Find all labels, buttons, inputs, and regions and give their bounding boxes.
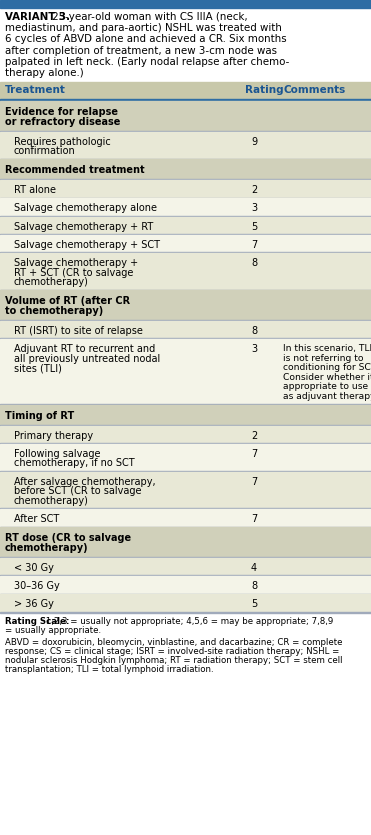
Bar (0, 180, 371, 198)
Text: Rating Scale:: Rating Scale: (5, 616, 69, 625)
Text: 5: 5 (251, 221, 257, 231)
Text: 7: 7 (251, 240, 257, 250)
Text: 30–36 Gy: 30–36 Gy (14, 581, 60, 591)
Text: Salvage chemotherapy alone: Salvage chemotherapy alone (14, 203, 157, 213)
Text: Treatment: Treatment (5, 85, 66, 95)
Text: conditioning for SCT.: conditioning for SCT. (283, 363, 371, 372)
Text: to chemotherapy): to chemotherapy) (5, 306, 103, 316)
Text: after completion of treatment, a new 3-cm node was: after completion of treatment, a new 3-c… (5, 46, 277, 56)
Text: 3: 3 (251, 203, 257, 213)
Text: Primary therapy: Primary therapy (14, 431, 93, 441)
Text: chemotherapy, if no SCT: chemotherapy, if no SCT (14, 458, 135, 468)
Bar (0, 595, 371, 612)
Text: RT alone: RT alone (14, 185, 56, 195)
Text: 8: 8 (251, 581, 257, 591)
Bar (0, 159, 371, 180)
Bar (0, 82, 371, 99)
Text: as adjuvant therapy.: as adjuvant therapy. (283, 392, 371, 401)
Text: confirmation: confirmation (14, 146, 76, 156)
Text: sites (TLI): sites (TLI) (14, 363, 62, 373)
Text: RT dose (CR to salvage: RT dose (CR to salvage (5, 534, 131, 544)
Text: Volume of RT (after CR: Volume of RT (after CR (5, 296, 130, 306)
Text: VARIANT 3.: VARIANT 3. (5, 12, 70, 22)
Text: or refractory disease: or refractory disease (5, 117, 120, 127)
Bar (0, 576, 371, 594)
Bar (0, 405, 371, 425)
Bar (0, 321, 371, 338)
Text: > 36 Gy: > 36 Gy (14, 600, 54, 610)
Text: 2: 2 (251, 431, 257, 441)
Bar (0, 558, 371, 575)
Text: Following salvage: Following salvage (14, 449, 101, 459)
Text: In this scenario, TLI: In this scenario, TLI (283, 344, 371, 353)
Bar (0, 0, 371, 8)
Text: appropriate to use TLI: appropriate to use TLI (283, 382, 371, 392)
Text: Evidence for relapse: Evidence for relapse (5, 107, 118, 117)
Text: 5: 5 (251, 600, 257, 610)
Text: Timing of RT: Timing of RT (5, 411, 74, 421)
Text: is not referring to: is not referring to (283, 354, 364, 362)
Bar (0, 426, 371, 443)
Text: therapy alone.): therapy alone.) (5, 68, 84, 78)
Bar (0, 527, 371, 557)
Text: chemotherapy): chemotherapy) (14, 277, 89, 287)
Text: 4: 4 (251, 563, 257, 573)
Text: = usually appropriate.: = usually appropriate. (5, 625, 101, 635)
Bar (0, 444, 371, 471)
Text: 8: 8 (251, 326, 257, 336)
Text: Adjuvant RT to recurrent and: Adjuvant RT to recurrent and (14, 344, 155, 354)
Text: 3: 3 (251, 344, 257, 354)
Bar (0, 253, 371, 290)
Text: nodular sclerosis Hodgkin lymphoma; RT = radiation therapy; SCT = stem cell: nodular sclerosis Hodgkin lymphoma; RT =… (5, 656, 342, 665)
Text: RT (ISRT) to site of relapse: RT (ISRT) to site of relapse (14, 326, 143, 336)
Text: all previously untreated nodal: all previously untreated nodal (14, 354, 160, 364)
Text: mediastinum, and para-aortic) NSHL was treated with: mediastinum, and para-aortic) NSHL was t… (5, 23, 282, 33)
Bar (0, 132, 371, 159)
Bar (0, 472, 371, 509)
Bar (0, 339, 371, 404)
Text: chemotherapy): chemotherapy) (14, 496, 89, 506)
Bar (0, 216, 371, 234)
Bar (0, 99, 371, 101)
Bar (0, 509, 371, 527)
Text: 7: 7 (251, 449, 257, 459)
Text: 9: 9 (251, 137, 257, 147)
Text: 25-year-old woman with CS IIIA (neck,: 25-year-old woman with CS IIIA (neck, (49, 12, 247, 22)
Bar (0, 291, 371, 320)
Text: Salvage chemotherapy + RT: Salvage chemotherapy + RT (14, 221, 153, 231)
Text: Rating: Rating (245, 85, 283, 95)
Text: chemotherapy): chemotherapy) (5, 543, 89, 553)
Text: 7: 7 (251, 477, 257, 487)
Text: Consider whether it is: Consider whether it is (283, 372, 371, 382)
Bar (0, 101, 371, 131)
Text: transplantation; TLI = total lymphoid irradiation.: transplantation; TLI = total lymphoid ir… (5, 665, 214, 674)
Text: 8: 8 (251, 258, 257, 268)
Text: 6 cycles of ABVD alone and achieved a CR. Six months: 6 cycles of ABVD alone and achieved a CR… (5, 34, 287, 44)
Text: < 30 Gy: < 30 Gy (14, 563, 54, 573)
Text: RT + SCT (CR to salvage: RT + SCT (CR to salvage (14, 268, 134, 278)
Text: 7: 7 (251, 514, 257, 524)
Text: Requires pathologic: Requires pathologic (14, 137, 111, 147)
Bar (0, 235, 371, 252)
Text: before SCT (CR to salvage: before SCT (CR to salvage (14, 486, 141, 496)
Text: After SCT: After SCT (14, 514, 59, 524)
Text: Recommended treatment: Recommended treatment (5, 165, 145, 175)
Bar (0, 198, 371, 215)
Text: palpated in left neck. (Early nodal relapse after chemo-: palpated in left neck. (Early nodal rela… (5, 57, 289, 67)
Text: Comments: Comments (283, 85, 345, 95)
Text: response; CS = clinical stage; ISRT = involved-site radiation therapy; NSHL =: response; CS = clinical stage; ISRT = in… (5, 647, 339, 656)
Text: ABVD = doxorubicin, bleomycin, vinblastine, and dacarbazine; CR = complete: ABVD = doxorubicin, bleomycin, vinblasti… (5, 638, 342, 647)
Text: 2: 2 (251, 185, 257, 195)
Text: 1,2,3 = usually not appropriate; 4,5,6 = may be appropriate; 7,8,9: 1,2,3 = usually not appropriate; 4,5,6 =… (43, 616, 333, 625)
Text: After salvage chemotherapy,: After salvage chemotherapy, (14, 477, 155, 487)
Text: Salvage chemotherapy + SCT: Salvage chemotherapy + SCT (14, 240, 160, 250)
Text: Salvage chemotherapy +: Salvage chemotherapy + (14, 258, 138, 268)
